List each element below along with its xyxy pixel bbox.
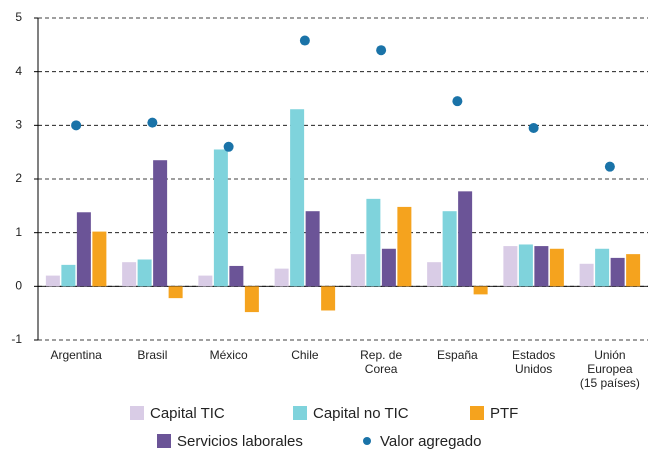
legend-label: Valor agregado	[380, 433, 481, 450]
bar	[610, 257, 625, 287]
legend-swatch	[363, 437, 371, 445]
y-tick-label: 5	[15, 10, 22, 24]
bar	[427, 262, 442, 287]
x-tick-label: España	[437, 348, 478, 362]
bar	[458, 191, 473, 287]
x-tick-label-line: (15 países)	[580, 376, 640, 390]
bar	[381, 248, 396, 287]
bar	[518, 244, 533, 287]
legend-label: PTF	[490, 405, 518, 422]
x-tick-label-line: Brasil	[137, 348, 167, 362]
y-tick-label: 4	[15, 64, 22, 78]
dot	[147, 117, 158, 128]
x-tick-label-line: Unidos	[515, 362, 552, 376]
bar	[579, 263, 594, 287]
bar	[397, 206, 412, 287]
x-tick-label: Estados Unidos	[512, 348, 555, 376]
bar	[274, 268, 289, 287]
x-tick-label-line: Rep. de	[360, 348, 402, 362]
bar	[321, 286, 336, 311]
bar	[76, 212, 91, 287]
bar	[626, 254, 641, 287]
bar	[473, 286, 488, 295]
x-tick-label: Argentina	[50, 348, 102, 362]
x-tick-label: Chile	[291, 348, 319, 362]
dot	[604, 161, 615, 172]
y-tick-label: 0	[15, 279, 22, 293]
bar	[595, 248, 610, 287]
x-tick-label-line: España	[437, 348, 478, 362]
legend-swatch	[470, 406, 484, 420]
bar	[244, 286, 259, 313]
bar	[350, 254, 365, 287]
bar	[137, 259, 152, 287]
dot	[299, 35, 310, 46]
x-tick-label: Unión Europea (15 países)	[580, 348, 640, 390]
legend-swatch	[130, 406, 144, 420]
bar	[229, 265, 244, 287]
bar	[198, 275, 213, 287]
x-tick-label-line: Unión	[594, 348, 625, 362]
dot	[528, 123, 539, 134]
bar	[549, 248, 564, 287]
x-tick-label: Brasil	[137, 348, 167, 362]
dot	[452, 96, 463, 107]
dot	[376, 45, 387, 56]
bar	[213, 149, 228, 287]
x-tick-label-line: Europea	[587, 362, 633, 376]
y-tick-label: -1	[11, 332, 22, 346]
bar	[122, 262, 137, 287]
bar	[45, 275, 60, 287]
y-tick-label: 1	[15, 225, 22, 239]
bar	[290, 109, 305, 287]
legend-swatch	[293, 406, 307, 420]
bar	[92, 231, 107, 287]
x-tick-label-line: Argentina	[50, 348, 102, 362]
x-tick-label-line: México	[210, 348, 248, 362]
bar	[442, 211, 457, 287]
legend-label: Servicios laborales	[177, 433, 303, 450]
dot	[71, 120, 82, 131]
x-tick-label: México	[210, 348, 248, 362]
bar	[61, 264, 76, 287]
legend-label: Capital no TIC	[313, 405, 409, 422]
bar	[534, 246, 549, 287]
bar	[168, 286, 183, 299]
bar	[366, 198, 381, 287]
legend-label: Capital TIC	[150, 405, 225, 422]
legend-swatch	[157, 434, 171, 448]
x-tick-label-line: Chile	[291, 348, 319, 362]
x-tick-label: Rep. de Corea	[360, 348, 402, 376]
bar	[503, 246, 518, 287]
y-tick-label: 2	[15, 171, 22, 185]
y-tick-label: 3	[15, 118, 22, 132]
bar	[305, 211, 320, 287]
x-tick-label-line: Corea	[365, 362, 398, 376]
x-tick-label-line: Estados	[512, 348, 555, 362]
bar	[153, 160, 168, 287]
dot	[223, 141, 234, 152]
